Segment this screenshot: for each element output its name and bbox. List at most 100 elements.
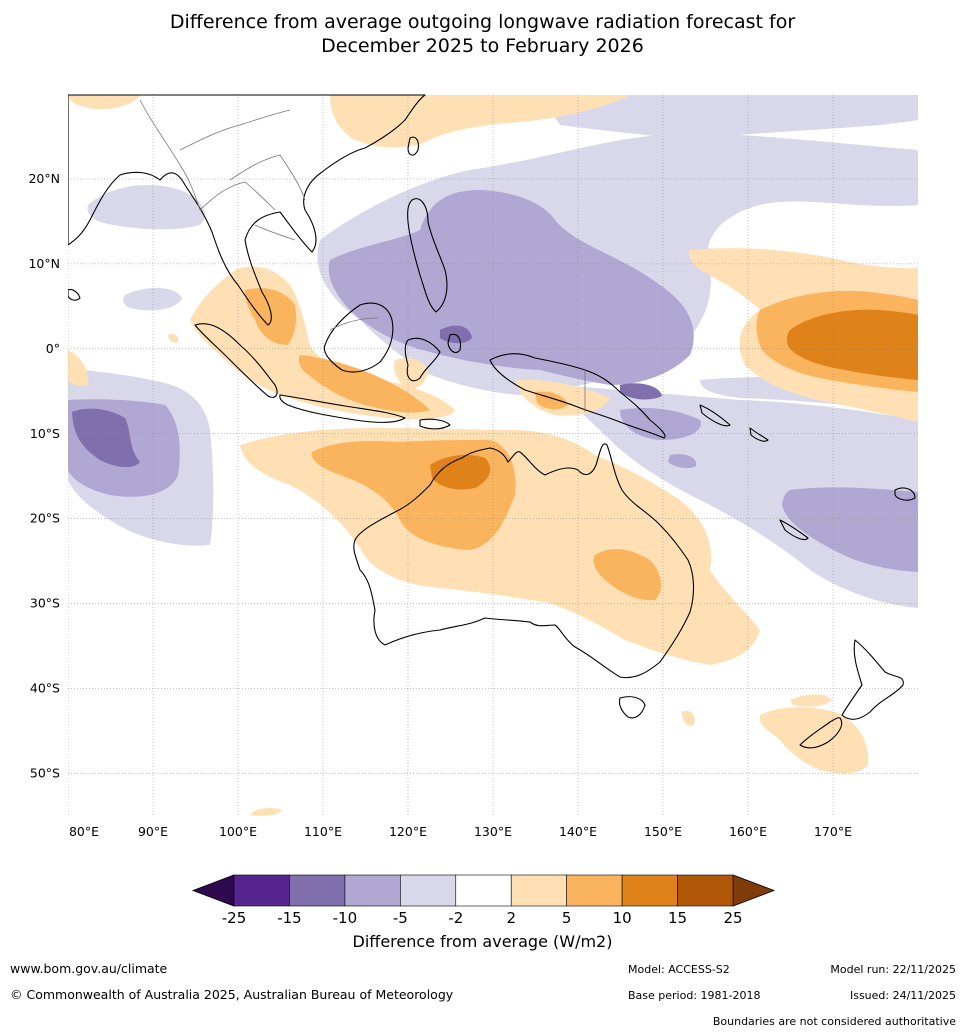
colorbar-tick-label: 15 (668, 909, 687, 927)
colorbar-segment (621, 874, 678, 907)
axis-labels: 80°E 90°E 100°E 110°E 120°E 130°E 140°E 150°E 16… (28, 171, 852, 839)
border-cambodia (254, 224, 296, 241)
border-myanmar (139, 99, 201, 211)
colorbar-extend-high (732, 874, 776, 907)
coast-australia (353, 443, 695, 679)
colorbar: -25 -15 -10 -5 -2 2 5 10 15 25 (191, 874, 776, 927)
coast-taiwan (407, 136, 419, 156)
issued-text: Issued: 24/11/2025 (849, 989, 956, 1002)
border-borneo (329, 317, 379, 331)
colorbar-segment (344, 874, 401, 907)
coast-new-caledonia (779, 519, 809, 541)
title-line-1: Difference from average outgoing longwav… (169, 11, 796, 33)
colorbar-segment (566, 874, 623, 907)
colorbar-segment (289, 874, 346, 907)
lon-tick-label: 90°E (138, 824, 168, 839)
lat-tick-label: 10°S (30, 426, 60, 441)
lat-tick-label: 40°S (30, 681, 60, 696)
copyright-text: © Commonwealth of Australia 2025, Austra… (10, 987, 454, 1002)
colorbar-tick-label: -10 (333, 909, 358, 927)
pos-weak-sulawesi (394, 358, 428, 390)
colorbar-tick-label: -25 (222, 909, 247, 927)
lat-tick-label: 20°N (28, 171, 60, 186)
colorbar-label: Difference from average (W/m2) (352, 932, 613, 951)
neg-mod-coral-sea (620, 408, 701, 440)
lat-tick-label: 50°S (30, 766, 60, 781)
coast-halmahera (447, 333, 462, 353)
lon-tick-label: 120°E (389, 824, 427, 839)
pos-mod-java-sea (298, 355, 430, 413)
colorbar-tick-label: 5 (562, 909, 572, 927)
coast-borneo (323, 302, 394, 373)
lon-tick-label: 110°E (304, 824, 342, 839)
neg-weak-andaman (123, 287, 182, 311)
lon-tick-label: 80°E (69, 824, 99, 839)
lon-tick-label: 160°E (729, 824, 767, 839)
colorbar-segment (455, 874, 512, 907)
map-plot-area (68, 94, 918, 816)
title-line-2: December 2025 to February 2026 (321, 35, 644, 57)
pos-mod-malaysia (244, 288, 297, 345)
neg-weak-south-pacific (560, 385, 918, 608)
colorbar-tick-label: 2 (506, 909, 516, 927)
coast-philippines (407, 198, 448, 313)
disclaimer-text: Boundaries are not considered authoritat… (712, 1015, 956, 1028)
lat-tick-label: 30°S (30, 596, 60, 611)
coast-tasmania (618, 696, 646, 719)
lon-tick-label: 100°E (219, 824, 257, 839)
coast-vanuatu (749, 427, 769, 442)
coast-solomons (699, 404, 731, 427)
neg-weak-bay-of-bengal (87, 185, 205, 230)
model-text: Model: ACCESS-S2 (628, 963, 730, 976)
coastlines (68, 94, 916, 749)
colorbar-tick-label: -2 (448, 909, 463, 927)
colorbar-segment (510, 874, 567, 907)
model-run-text: Model run: 22/11/2025 (830, 963, 956, 976)
neg-mod-philippines (328, 190, 694, 385)
colorbar-extend-low (191, 874, 235, 907)
pos-weak-tasman-1 (790, 694, 832, 707)
coast-asia-mainland (68, 94, 426, 326)
pos-weak-tasman-2 (682, 710, 695, 726)
colorbar-segment (677, 874, 734, 907)
pos-weak-small (168, 333, 179, 343)
pos-weak-west-sumatra (68, 350, 89, 387)
negative-moderate-regions (68, 190, 918, 572)
colorbar-tick-label: -15 (277, 909, 302, 927)
neg-strong-indian-ocean (72, 408, 140, 468)
colorbar-tick-label: -5 (393, 909, 408, 927)
chart-title: Difference from average outgoing longwav… (0, 10, 965, 58)
coast-timor (419, 418, 451, 430)
lon-tick-label: 150°E (644, 824, 682, 839)
colorbar-segment (400, 874, 457, 907)
colorbar-segment (233, 874, 290, 907)
lat-tick-label: 10°N (28, 256, 60, 271)
border-thailand (199, 181, 276, 211)
positive-strong-regions (430, 309, 918, 490)
lon-tick-label: 170°E (814, 824, 852, 839)
border-china-south (179, 109, 291, 151)
pos-weak-top-left (68, 95, 140, 110)
coast-new-guinea (489, 353, 666, 439)
country-borders (139, 99, 586, 412)
lat-tick-label: 20°S (30, 511, 60, 526)
neg-weak-north-pacific-band (540, 95, 918, 140)
coast-fiji (894, 487, 916, 501)
coast-java (279, 394, 406, 423)
base-period-text: Base period: 1981-2018 (628, 989, 761, 1002)
coast-sumatra (194, 323, 278, 398)
coast-new-zealand-south (799, 717, 843, 749)
neg-mod-south-pacific (782, 487, 918, 572)
colorbar-tick-label: 10 (613, 909, 632, 927)
coast-sulawesi (404, 337, 441, 382)
pos-strong-east-pacific (786, 309, 918, 380)
neg-strong-png (620, 383, 662, 400)
coast-new-zealand-north (841, 639, 904, 720)
coast-sri-lanka (68, 288, 81, 301)
neg-mod-fiji (668, 454, 697, 469)
lon-tick-label: 140°E (559, 824, 597, 839)
pos-strong-kimberley (430, 454, 491, 490)
colorbar-tick-label: 25 (723, 909, 742, 927)
website-link[interactable]: www.bom.gov.au/climate (10, 961, 168, 976)
